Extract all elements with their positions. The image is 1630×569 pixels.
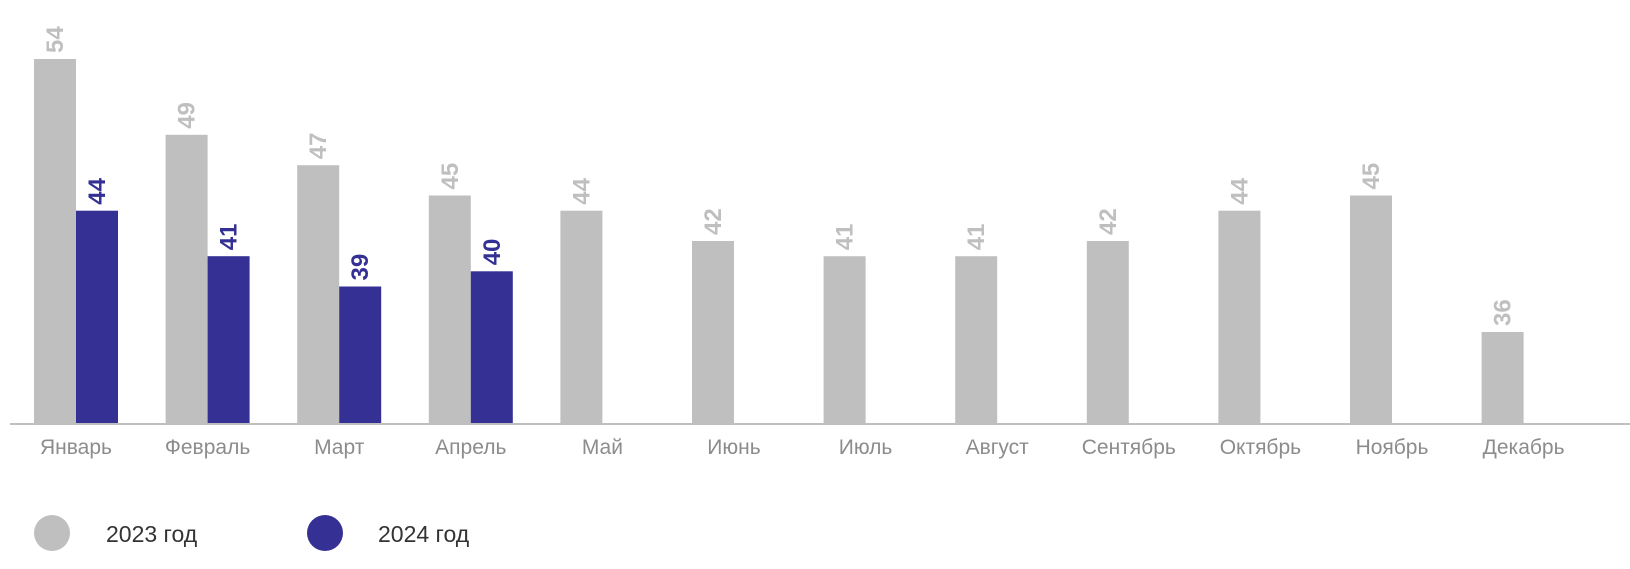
category-label-11: Ноябрь bbox=[1356, 436, 1429, 459]
value-label-2023-год-4: 45 bbox=[437, 163, 464, 190]
value-label-2023-год-5: 44 bbox=[568, 177, 595, 204]
bar-2023-год-9 bbox=[1086, 241, 1129, 423]
category-label-7: Июль bbox=[839, 436, 893, 459]
value-label-2023-год-11: 45 bbox=[1358, 163, 1385, 190]
bar-2024-год-1 bbox=[76, 210, 118, 423]
value-label-2023-год-10: 44 bbox=[1226, 177, 1253, 204]
category-label-5: Май bbox=[582, 436, 623, 459]
bar-2023-год-6 bbox=[692, 241, 734, 423]
category-label-4: Апрель bbox=[435, 436, 506, 459]
bar-2023-год-1 bbox=[34, 59, 76, 423]
category-label-9: Сентябрь bbox=[1082, 436, 1176, 459]
value-label-2023-год-2: 49 bbox=[174, 102, 201, 129]
bar-2024-год-3 bbox=[339, 286, 382, 423]
value-label-2023-год-7: 41 bbox=[832, 223, 859, 250]
legend-marker-2024-год bbox=[307, 515, 343, 551]
bar-2023-год-8 bbox=[955, 256, 998, 423]
category-label-6: Июнь bbox=[707, 436, 760, 459]
category-label-12: Декабрь bbox=[1483, 436, 1565, 459]
legend-label-2024-год: 2024 год bbox=[378, 521, 470, 547]
value-labels-layer: 54 44 49 41 47 39 45 40 44 42 41 41 42 44 45 36 bbox=[42, 26, 1517, 326]
value-label-2023-год-6: 42 bbox=[700, 208, 727, 235]
bar-2023-год-11 bbox=[1350, 195, 1392, 423]
bar-2023-год-2 bbox=[165, 134, 208, 424]
bar-2023-год-4 bbox=[428, 195, 471, 423]
value-label-2023-год-12: 36 bbox=[1490, 299, 1517, 326]
value-label-2024-год-1: 44 bbox=[84, 177, 111, 204]
legend-marker-2023-год bbox=[34, 515, 70, 551]
category-label-3: Март bbox=[314, 436, 365, 459]
legend-label-2023-год: 2023 год bbox=[106, 521, 198, 547]
legend: 2023 год 2024 год bbox=[34, 515, 470, 551]
value-label-2023-год-1: 54 bbox=[42, 26, 69, 53]
category-label-2: Февраль bbox=[165, 436, 250, 459]
bar-2023-год-7 bbox=[823, 256, 866, 423]
category-label-10: Октябрь bbox=[1220, 436, 1301, 459]
bar-2024-год-4 bbox=[470, 271, 513, 423]
bar-2023-год-5 bbox=[560, 210, 603, 423]
value-label-2024-год-3: 39 bbox=[347, 254, 374, 281]
value-label-2023-год-8: 41 bbox=[963, 223, 990, 250]
category-label-8: Август bbox=[966, 436, 1030, 459]
bars-layer bbox=[34, 59, 1524, 424]
value-label-2024-год-2: 41 bbox=[216, 223, 243, 250]
bar-2024-год-2 bbox=[207, 256, 250, 423]
value-label-2024-год-4: 40 bbox=[479, 239, 506, 266]
category-labels-layer: Январь Февраль Март Апрель Май Июнь Июль Август… bbox=[40, 436, 1565, 459]
bar-2023-год-12 bbox=[1481, 332, 1524, 423]
category-label-1: Январь bbox=[40, 436, 112, 459]
value-label-2023-год-9: 42 bbox=[1095, 208, 1122, 235]
value-label-2023-год-3: 47 bbox=[305, 132, 332, 159]
bar-2023-год-3 bbox=[297, 165, 340, 423]
bar-2023-год-10 bbox=[1218, 210, 1261, 423]
